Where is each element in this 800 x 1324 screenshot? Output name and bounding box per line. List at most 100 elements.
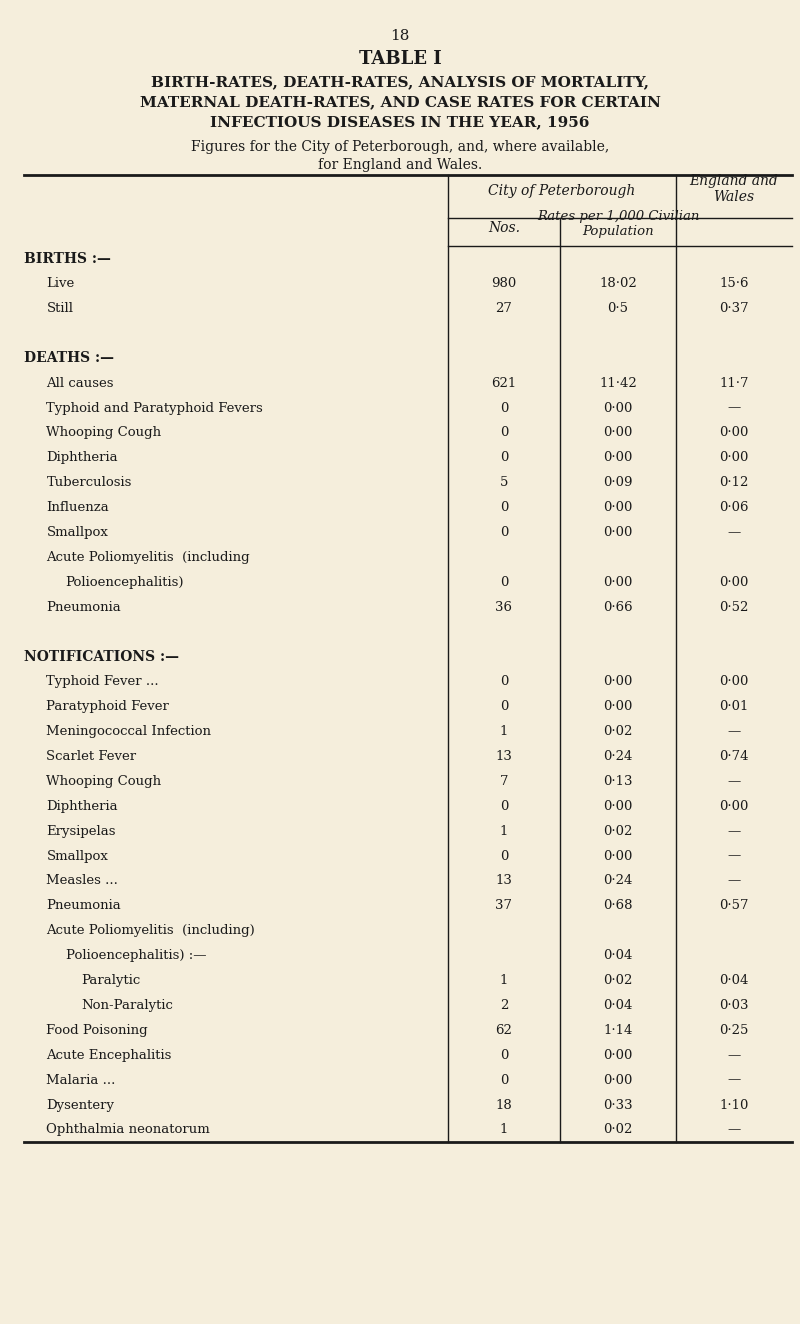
Text: 0: 0 bbox=[500, 451, 508, 465]
Text: Rates per 1,000 Civilian
Population: Rates per 1,000 Civilian Population bbox=[537, 211, 699, 238]
Text: Whooping Cough: Whooping Cough bbox=[46, 775, 162, 788]
Text: 0: 0 bbox=[500, 526, 508, 539]
Text: Nos.: Nos. bbox=[488, 221, 520, 236]
Text: 0·66: 0·66 bbox=[603, 601, 633, 614]
Text: Tuberculosis: Tuberculosis bbox=[46, 477, 132, 490]
Text: Acute Poliomyelitis  (including): Acute Poliomyelitis (including) bbox=[46, 924, 255, 937]
Text: 18·02: 18·02 bbox=[599, 277, 637, 290]
Text: 0·02: 0·02 bbox=[603, 974, 633, 988]
Text: 0·00: 0·00 bbox=[603, 576, 633, 589]
Text: Malaria ...: Malaria ... bbox=[46, 1074, 116, 1087]
Text: Whooping Cough: Whooping Cough bbox=[46, 426, 162, 440]
Text: Non-Paralytic: Non-Paralytic bbox=[82, 998, 174, 1012]
Text: Polioencephalitis): Polioencephalitis) bbox=[66, 576, 184, 589]
Text: Typhoid and Paratyphoid Fevers: Typhoid and Paratyphoid Fevers bbox=[46, 401, 263, 414]
Text: 0·00: 0·00 bbox=[719, 675, 749, 688]
Text: Influenza: Influenza bbox=[46, 500, 109, 514]
Text: 0·37: 0·37 bbox=[719, 302, 749, 315]
Text: —: — bbox=[727, 874, 741, 887]
Text: 0·00: 0·00 bbox=[603, 675, 633, 688]
Text: 980: 980 bbox=[491, 277, 517, 290]
Text: 0·24: 0·24 bbox=[603, 749, 633, 763]
Text: 0·74: 0·74 bbox=[719, 749, 749, 763]
Text: 0·04: 0·04 bbox=[719, 974, 749, 988]
Text: England and
Wales: England and Wales bbox=[690, 173, 778, 204]
Text: 0·68: 0·68 bbox=[603, 899, 633, 912]
Text: Pneumonia: Pneumonia bbox=[46, 601, 121, 614]
Text: Diphtheria: Diphtheria bbox=[46, 800, 118, 813]
Text: 0·04: 0·04 bbox=[603, 998, 633, 1012]
Text: 0: 0 bbox=[500, 700, 508, 714]
Text: 0·00: 0·00 bbox=[719, 451, 749, 465]
Text: 0·09: 0·09 bbox=[603, 477, 633, 490]
Text: NOTIFICATIONS :—: NOTIFICATIONS :— bbox=[24, 650, 179, 663]
Text: Erysipelas: Erysipelas bbox=[46, 825, 116, 838]
Text: 18: 18 bbox=[496, 1099, 512, 1112]
Text: 0·00: 0·00 bbox=[603, 500, 633, 514]
Text: 0·00: 0·00 bbox=[603, 800, 633, 813]
Text: Live: Live bbox=[46, 277, 74, 290]
Text: 11·42: 11·42 bbox=[599, 376, 637, 389]
Text: City of Peterborough: City of Peterborough bbox=[488, 184, 636, 199]
Text: 0·24: 0·24 bbox=[603, 874, 633, 887]
Text: 1·14: 1·14 bbox=[603, 1023, 633, 1037]
Text: 0·00: 0·00 bbox=[603, 526, 633, 539]
Text: 0: 0 bbox=[500, 576, 508, 589]
Text: 5: 5 bbox=[500, 477, 508, 490]
Text: 0·00: 0·00 bbox=[603, 1074, 633, 1087]
Text: 0: 0 bbox=[500, 500, 508, 514]
Text: —: — bbox=[727, 1123, 741, 1136]
Text: —: — bbox=[727, 850, 741, 863]
Text: INFECTIOUS DISEASES IN THE YEAR, 1956: INFECTIOUS DISEASES IN THE YEAR, 1956 bbox=[210, 115, 590, 130]
Text: 0·00: 0·00 bbox=[603, 850, 633, 863]
Text: Acute Poliomyelitis  (including: Acute Poliomyelitis (including bbox=[46, 551, 250, 564]
Text: Dysentery: Dysentery bbox=[46, 1099, 114, 1112]
Text: All causes: All causes bbox=[46, 376, 114, 389]
Text: —: — bbox=[727, 1049, 741, 1062]
Text: 15·6: 15·6 bbox=[719, 277, 749, 290]
Text: 13: 13 bbox=[495, 749, 513, 763]
Text: —: — bbox=[727, 825, 741, 838]
Text: 0: 0 bbox=[500, 800, 508, 813]
Text: —: — bbox=[727, 726, 741, 739]
Text: Paratyphoid Fever: Paratyphoid Fever bbox=[46, 700, 170, 714]
Text: 0·02: 0·02 bbox=[603, 1123, 633, 1136]
Text: 36: 36 bbox=[495, 601, 513, 614]
Text: 0·00: 0·00 bbox=[603, 700, 633, 714]
Text: 2: 2 bbox=[500, 998, 508, 1012]
Text: 0·01: 0·01 bbox=[719, 700, 749, 714]
Text: 0: 0 bbox=[500, 426, 508, 440]
Text: for England and Wales.: for England and Wales. bbox=[318, 158, 482, 172]
Text: 0·00: 0·00 bbox=[719, 426, 749, 440]
Text: —: — bbox=[727, 775, 741, 788]
Text: Pneumonia: Pneumonia bbox=[46, 899, 121, 912]
Text: TABLE I: TABLE I bbox=[358, 50, 442, 69]
Text: MATERNAL DEATH-RATES, AND CASE RATES FOR CERTAIN: MATERNAL DEATH-RATES, AND CASE RATES FOR… bbox=[139, 95, 661, 110]
Text: 1: 1 bbox=[500, 825, 508, 838]
Text: 0·25: 0·25 bbox=[719, 1023, 749, 1037]
Text: Ophthalmia neonatorum: Ophthalmia neonatorum bbox=[46, 1123, 210, 1136]
Text: Figures for the City of Peterborough, and, where available,: Figures for the City of Peterborough, an… bbox=[191, 140, 609, 155]
Text: Paralytic: Paralytic bbox=[82, 974, 141, 988]
Text: Smallpox: Smallpox bbox=[46, 850, 108, 863]
Text: 0: 0 bbox=[500, 675, 508, 688]
Text: —: — bbox=[727, 526, 741, 539]
Text: 0·06: 0·06 bbox=[719, 500, 749, 514]
Text: 13: 13 bbox=[495, 874, 513, 887]
Text: 18: 18 bbox=[390, 29, 410, 44]
Text: —: — bbox=[727, 401, 741, 414]
Text: 7: 7 bbox=[500, 775, 508, 788]
Text: 11·7: 11·7 bbox=[719, 376, 749, 389]
Text: —: — bbox=[727, 1074, 741, 1087]
Text: 0·33: 0·33 bbox=[603, 1099, 633, 1112]
Text: Typhoid Fever ...: Typhoid Fever ... bbox=[46, 675, 159, 688]
Text: Food Poisoning: Food Poisoning bbox=[46, 1023, 148, 1037]
Text: 0·04: 0·04 bbox=[603, 949, 633, 963]
Text: Meningococcal Infection: Meningococcal Infection bbox=[46, 726, 211, 739]
Text: 0·02: 0·02 bbox=[603, 825, 633, 838]
Text: 0·57: 0·57 bbox=[719, 899, 749, 912]
Text: 0·52: 0·52 bbox=[719, 601, 749, 614]
Text: 37: 37 bbox=[495, 899, 513, 912]
Text: 62: 62 bbox=[495, 1023, 513, 1037]
Text: Polioencephalitis) :—: Polioencephalitis) :— bbox=[66, 949, 206, 963]
